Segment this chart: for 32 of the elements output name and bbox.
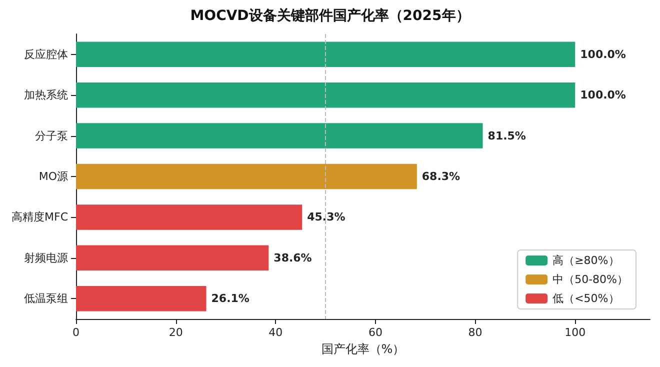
bar — [76, 204, 302, 230]
chart-title: MOCVD设备关键部件国产化率（2025年） — [190, 7, 470, 24]
x-tick-label: 40 — [268, 326, 283, 339]
bar — [76, 42, 576, 67]
y-tick-label: 反应腔体 — [24, 48, 68, 61]
bar — [76, 123, 483, 148]
bar — [76, 82, 576, 108]
data-label: 26.1% — [211, 292, 250, 306]
x-tick-label: 100 — [564, 326, 586, 339]
x-tick-label: 0 — [72, 326, 80, 339]
y-tick-label: 分子泵 — [35, 129, 68, 142]
legend-label: 低（<50%） — [552, 292, 620, 305]
y-tick-label: 射频电源 — [24, 251, 68, 264]
data-label: 38.6% — [274, 251, 312, 264]
bar — [76, 164, 417, 190]
data-label: 100.0% — [580, 88, 626, 102]
x-tick-label: 20 — [168, 326, 183, 339]
legend-label: 高（≥80%） — [552, 254, 620, 267]
data-label: 81.5% — [488, 129, 526, 142]
bar — [76, 245, 269, 271]
x-axis-title: 国产化率（%） — [321, 342, 405, 356]
bar — [76, 286, 206, 312]
legend-label: 中（50-80%） — [552, 273, 628, 286]
y-tick-label: 高精度MFC — [12, 210, 68, 224]
x-tick-label: 60 — [368, 326, 382, 339]
data-label: 100.0% — [580, 48, 626, 61]
y-tick-label: 低温泵组 — [24, 292, 68, 306]
data-label: 68.3% — [422, 170, 460, 183]
y-tick-label: MO源 — [38, 170, 68, 183]
y-tick-label: 加热系统 — [24, 88, 68, 102]
data-label: 45.3% — [307, 210, 346, 224]
x-tick-label: 80 — [468, 326, 482, 339]
